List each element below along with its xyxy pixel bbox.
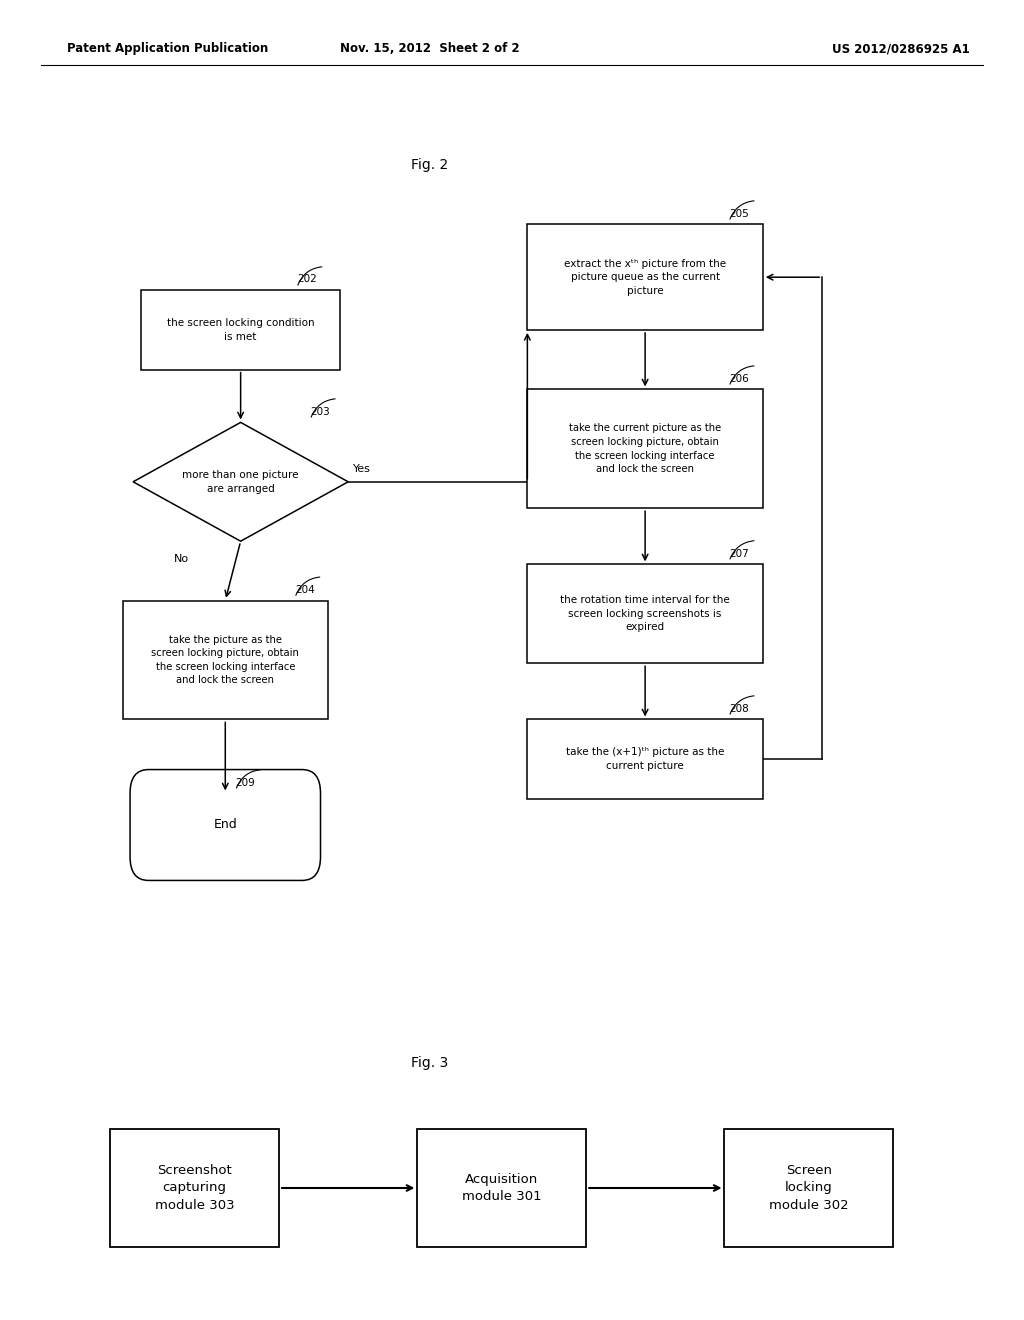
Text: Screenshot
capturing
module 303: Screenshot capturing module 303 [155, 1164, 234, 1212]
Text: 208: 208 [729, 704, 749, 714]
FancyBboxPatch shape [527, 224, 763, 330]
FancyBboxPatch shape [527, 565, 763, 663]
Text: Acquisition
module 301: Acquisition module 301 [462, 1172, 542, 1204]
FancyBboxPatch shape [527, 389, 763, 508]
Text: US 2012/0286925 A1: US 2012/0286925 A1 [833, 42, 970, 55]
Text: End: End [213, 818, 238, 832]
Text: 206: 206 [729, 374, 749, 384]
Text: take the (x+1)ᵗʰ picture as the
current picture: take the (x+1)ᵗʰ picture as the current … [566, 747, 724, 771]
Text: Patent Application Publication: Patent Application Publication [67, 42, 268, 55]
Text: Nov. 15, 2012  Sheet 2 of 2: Nov. 15, 2012 Sheet 2 of 2 [340, 42, 520, 55]
Text: the rotation time interval for the
screen locking screenshots is
expired: the rotation time interval for the scree… [560, 595, 730, 632]
FancyBboxPatch shape [140, 290, 340, 370]
Text: take the current picture as the
screen locking picture, obtain
the screen lockin: take the current picture as the screen l… [569, 424, 721, 474]
Polygon shape [133, 422, 348, 541]
Text: the screen locking condition
is met: the screen locking condition is met [167, 318, 314, 342]
FancyBboxPatch shape [527, 719, 763, 799]
FancyBboxPatch shape [725, 1129, 893, 1247]
Text: Fig. 2: Fig. 2 [412, 158, 449, 172]
Text: 207: 207 [729, 549, 749, 560]
FancyBboxPatch shape [130, 770, 321, 880]
Text: more than one picture
are arranged: more than one picture are arranged [182, 470, 299, 494]
Text: Yes: Yes [353, 463, 371, 474]
Text: Screen
locking
module 302: Screen locking module 302 [769, 1164, 849, 1212]
FancyBboxPatch shape [418, 1129, 586, 1247]
Text: 204: 204 [295, 585, 314, 595]
Text: Fig. 3: Fig. 3 [412, 1056, 449, 1069]
FancyBboxPatch shape [111, 1129, 279, 1247]
Text: No: No [174, 554, 188, 565]
Text: 209: 209 [236, 777, 255, 788]
Text: extract the xᵗʰ picture from the
picture queue as the current
picture: extract the xᵗʰ picture from the picture… [564, 259, 726, 296]
FancyBboxPatch shape [123, 601, 328, 719]
Text: 203: 203 [310, 407, 330, 417]
Text: 205: 205 [729, 209, 749, 219]
Text: 202: 202 [297, 273, 316, 284]
Text: take the picture as the
screen locking picture, obtain
the screen locking interf: take the picture as the screen locking p… [152, 635, 299, 685]
